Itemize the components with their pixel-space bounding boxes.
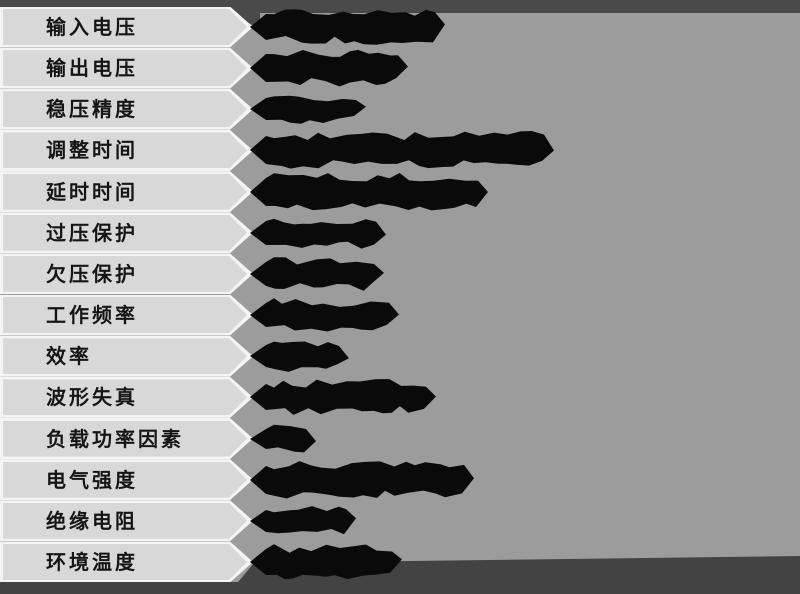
- redacted-value-blob: [250, 9, 445, 45]
- row-label-arrow-band: 延时时间: [0, 171, 253, 213]
- row-label: 电气强度: [46, 467, 138, 492]
- row-label-arrow-band-fill: 负载功率因素: [3, 420, 247, 457]
- row-label: 环境温度: [46, 549, 138, 574]
- row-label-arrow-band-fill: 绝缘电阻: [3, 502, 247, 539]
- redacted-value-blob: [250, 131, 554, 170]
- spec-row: 调整时间: [0, 129, 800, 171]
- redacted-value-blob: [250, 424, 316, 452]
- spec-row: 负载功率因素: [0, 418, 800, 459]
- redacted-value-blob: [250, 341, 349, 373]
- spec-row: 输入电压: [0, 6, 800, 48]
- row-label-arrow-band: 环境温度: [0, 541, 253, 583]
- row-label-arrow-band-fill: 效率: [3, 338, 247, 375]
- row-label: 工作频率: [46, 303, 138, 328]
- row-label-arrow-band: 波形失真: [0, 376, 253, 418]
- row-label-arrow-band: 效率: [0, 335, 253, 377]
- row-label-arrow-band-fill: 稳压精度: [3, 91, 247, 128]
- redacted-value-blob: [250, 96, 366, 125]
- row-label-arrow-band: 电气强度: [0, 459, 253, 501]
- row-label: 延时时间: [46, 179, 138, 204]
- row-label-arrow-band: 负载功率因素: [0, 418, 253, 459]
- spec-row: 工作频率: [0, 294, 800, 336]
- redacted-value-blob: [250, 460, 474, 499]
- row-label: 负载功率因素: [46, 426, 184, 451]
- row-label-arrow-band-fill: 电气强度: [3, 461, 247, 498]
- row-label: 绝缘电阻: [46, 508, 138, 533]
- spec-row: 电气强度: [0, 459, 800, 501]
- row-label: 过压保护: [46, 220, 138, 245]
- row-label-arrow-band: 过压保护: [0, 212, 253, 254]
- spec-row: 绝缘电阻: [0, 500, 800, 542]
- spec-row: 稳压精度: [0, 88, 800, 130]
- spec-row: 输出电压: [0, 47, 800, 89]
- row-label: 波形失真: [46, 385, 138, 410]
- redacted-value-blob: [250, 505, 356, 534]
- redacted-value-blob: [250, 544, 402, 580]
- bottom-dark-bar: [0, 582, 800, 594]
- redacted-value-blob: [250, 172, 488, 210]
- row-label-arrow-band: 输出电压: [0, 47, 253, 89]
- row-label-arrow-band-fill: 工作频率: [3, 297, 247, 334]
- row-label-arrow-band: 调整时间: [0, 129, 253, 171]
- redacted-value-blob: [250, 298, 399, 332]
- row-label: 调整时间: [46, 138, 138, 163]
- spec-row: 波形失真: [0, 376, 800, 418]
- spec-row: 过压保护: [0, 212, 800, 254]
- row-label-arrow-band: 绝缘电阻: [0, 500, 253, 542]
- redacted-value-blob: [250, 218, 386, 249]
- row-label-arrow-band-fill: 波形失真: [3, 379, 247, 416]
- row-label-arrow-band-fill: 环境温度: [3, 543, 247, 580]
- row-label: 欠压保护: [46, 261, 138, 286]
- row-label: 效率: [46, 344, 92, 369]
- row-label: 输出电压: [46, 56, 138, 81]
- row-label: 输入电压: [46, 15, 138, 39]
- row-label-arrow-band-fill: 过压保护: [3, 214, 247, 251]
- row-label: 稳压精度: [46, 97, 138, 122]
- spec-row: 延时时间: [0, 171, 800, 213]
- row-label-arrow-band-fill: 延时时间: [3, 173, 247, 210]
- row-label-arrow-band: 输入电压: [0, 6, 253, 48]
- row-label-arrow-band: 稳压精度: [0, 88, 253, 130]
- row-label-arrow-band: 欠压保护: [0, 253, 253, 295]
- redacted-value-blob: [250, 379, 436, 416]
- row-label-arrow-band-fill: 输出电压: [3, 50, 247, 87]
- spec-row: 环境温度: [0, 541, 800, 583]
- row-label-arrow-band-fill: 输入电压: [3, 9, 247, 45]
- row-label-arrow-band: 工作频率: [0, 294, 253, 336]
- spec-row: 效率: [0, 335, 800, 377]
- redacted-value-blob: [250, 50, 408, 87]
- row-label-arrow-band-fill: 欠压保护: [3, 255, 247, 292]
- spec-row: 欠压保护: [0, 253, 800, 295]
- row-label-arrow-band-fill: 调整时间: [3, 132, 247, 169]
- redacted-value-blob: [250, 257, 384, 291]
